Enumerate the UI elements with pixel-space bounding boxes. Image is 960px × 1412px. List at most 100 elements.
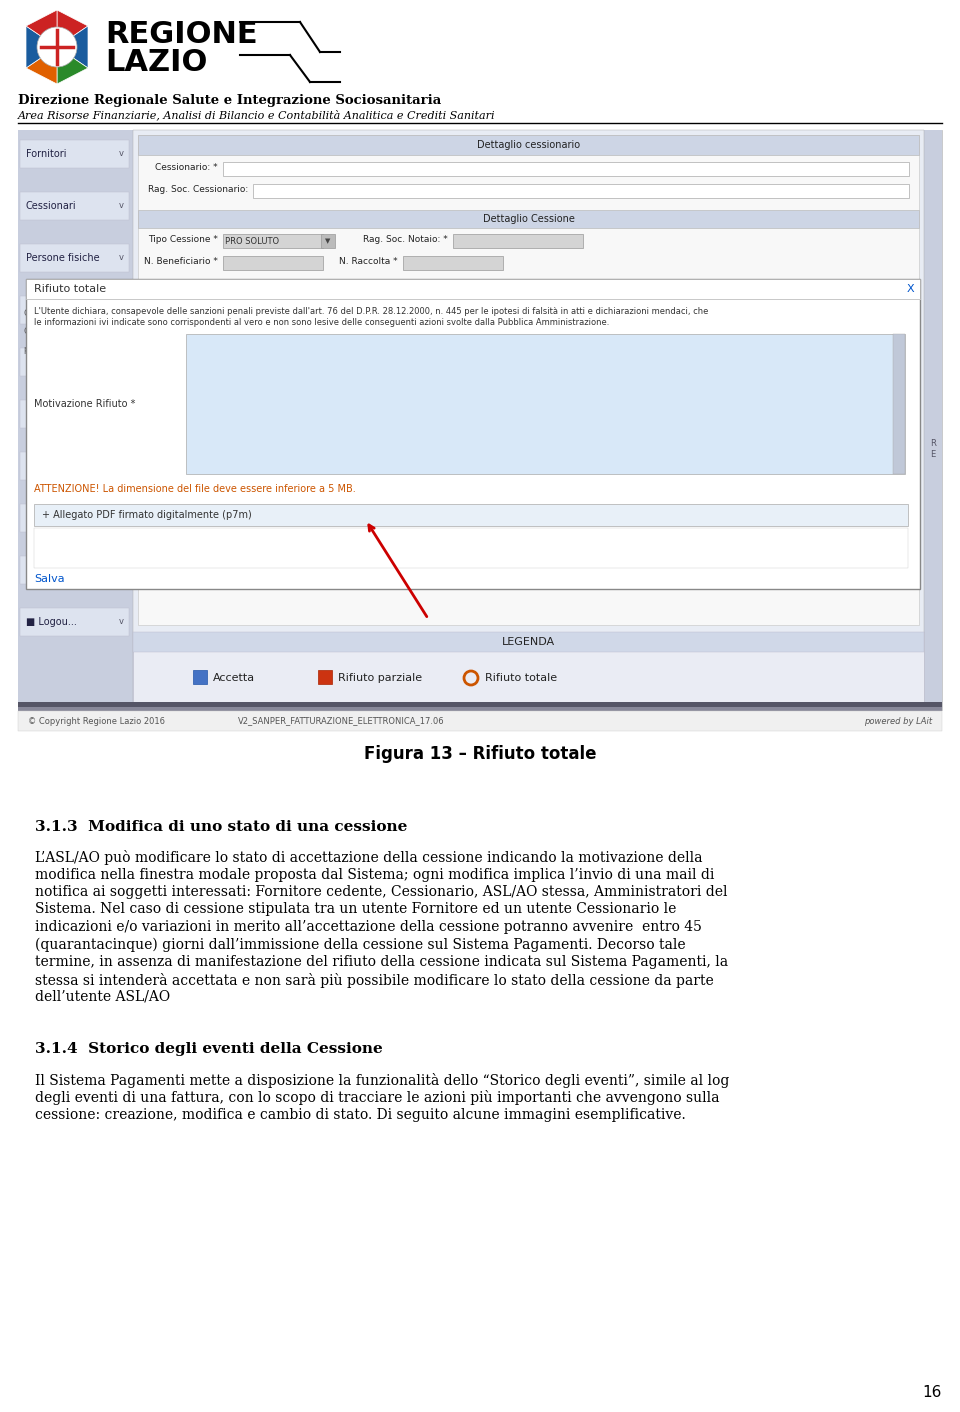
Bar	[133, 130, 924, 710]
Text: v: v	[118, 565, 124, 575]
Bar	[138, 136, 919, 155]
Text: modifica nella finestra modale proposta dal Sistema; ogni modifica implica l’inv: modifica nella finestra modale proposta …	[35, 867, 714, 881]
Text: stessa si intenderà accettata e non sarà più possibile modificare lo stato della: stessa si intenderà accettata e non sarà…	[35, 973, 713, 987]
Text: Sistema. Nel caso di cessione stipulata tra un utente Fornitore ed un utente Ces: Sistema. Nel caso di cessione stipulata …	[35, 902, 677, 916]
Bar	[18, 130, 133, 710]
Bar	[20, 504, 129, 532]
Bar	[26, 280, 920, 299]
Text: ATTENZIONE! La dimensione del file deve essere inferiore a 5 MB.: ATTENZIONE! La dimensione del file deve …	[34, 484, 356, 494]
Polygon shape	[57, 47, 88, 83]
Bar	[18, 130, 942, 710]
Text: Paga...: Paga...	[26, 513, 59, 522]
Text: Fatture/Note di credito: Fatture/Note di credito	[26, 357, 135, 367]
Text: ■ Logou...: ■ Logou...	[26, 617, 77, 627]
Text: v: v	[118, 150, 124, 158]
Text: Direzione Regionale Salute e Integrazione Sociosanitaria: Direzione Regionale Salute e Integrazion…	[18, 95, 442, 107]
Bar	[20, 244, 129, 273]
Polygon shape	[57, 10, 88, 47]
Text: Utenti: Utenti	[26, 305, 56, 315]
Text: v: v	[118, 202, 124, 210]
Bar	[223, 256, 323, 270]
Text: le informazioni ivi indicate sono corrispondenti al vero e non sono lesive delle: le informazioni ivi indicate sono corris…	[34, 318, 610, 328]
Text: V2_SANPER_FATTURAZIONE_ELETTRONICA_17.06: V2_SANPER_FATTURAZIONE_ELETTRONICA_17.06	[238, 716, 444, 726]
Text: Area Risorse Finanziarie, Analisi di Bilancio e Contabilità Analitica e Crediti : Area Risorse Finanziarie, Analisi di Bil…	[18, 109, 495, 120]
Text: REGIONE: REGIONE	[105, 20, 257, 49]
Text: + Allegato PDF firmato digitalmente (p7m): + Allegato PDF firmato digitalmente (p7m…	[42, 510, 252, 520]
Text: R
E: R E	[930, 439, 936, 459]
Bar	[893, 335, 905, 474]
Text: LEGENDA: LEGENDA	[502, 637, 555, 647]
Text: pr...: pr...	[23, 346, 39, 354]
Bar	[133, 633, 924, 652]
Bar	[924, 130, 942, 710]
Text: Cess...: Cess...	[26, 409, 58, 419]
Text: 16: 16	[923, 1385, 942, 1401]
Text: v: v	[118, 305, 124, 315]
Text: Cessionari: Cessionari	[26, 201, 77, 210]
Circle shape	[37, 27, 77, 66]
Bar	[321, 234, 335, 249]
Text: indicazioni e/o variazioni in merito all’accettazione della cessione potranno av: indicazioni e/o variazioni in merito all…	[35, 921, 702, 933]
Text: Rag. Soc. Notaio: *: Rag. Soc. Notaio: *	[363, 236, 448, 244]
Bar	[193, 671, 207, 683]
Bar	[20, 452, 129, 480]
Bar	[453, 234, 583, 249]
Text: Salva: Salva	[34, 575, 64, 585]
Polygon shape	[26, 25, 57, 68]
Text: Rifiuto parziale: Rifiuto parziale	[338, 674, 422, 683]
Text: v: v	[118, 254, 124, 263]
Text: N. Beneficiario *: N. Beneficiario *	[144, 257, 218, 267]
Text: L'Utente dichiara, consapevole delle sanzioni penali previste dall'art. 76 del D: L'Utente dichiara, consapevole delle san…	[34, 306, 708, 316]
Bar	[20, 400, 129, 428]
Bar	[26, 280, 920, 589]
Bar	[20, 556, 129, 585]
Bar	[20, 297, 129, 323]
Text: Persone fisiche: Persone fisiche	[26, 253, 100, 263]
Bar	[20, 347, 129, 376]
Bar	[133, 633, 924, 705]
Text: Dettaglio Cessione: Dettaglio Cessione	[483, 215, 574, 225]
Text: v: v	[118, 409, 124, 418]
Bar	[138, 210, 919, 227]
Text: powered by LAit: powered by LAit	[864, 716, 932, 726]
Text: Ce...: Ce...	[23, 328, 42, 336]
Text: Accetta: Accetta	[213, 674, 255, 683]
Text: v: v	[118, 514, 124, 522]
Bar	[18, 702, 942, 707]
Text: Amm...: Amm...	[26, 565, 60, 575]
Text: Fornitori: Fornitori	[26, 150, 66, 160]
Text: v: v	[118, 357, 124, 367]
Text: Dettaglio cessionario: Dettaglio cessionario	[477, 140, 580, 150]
Bar	[18, 707, 942, 712]
Text: v: v	[118, 617, 124, 627]
Text: v: v	[118, 462, 124, 470]
Text: (quarantacinque) giorni dall’immissione della cessione sul Sistema Pagamenti. De: (quarantacinque) giorni dall’immissione …	[35, 938, 685, 952]
Text: © Copyright Regione Lazio 2016: © Copyright Regione Lazio 2016	[28, 716, 165, 726]
Text: Rifiuto totale: Rifiuto totale	[34, 284, 107, 294]
Text: termine, in assenza di manifestazione del rifiuto della cessione indicata sul Si: termine, in assenza di manifestazione de…	[35, 955, 728, 969]
Text: Cessionario: *: Cessionario: *	[156, 164, 218, 172]
Bar	[223, 234, 323, 249]
Text: N. Raccolta *: N. Raccolta *	[340, 257, 398, 267]
Bar	[186, 335, 905, 474]
Text: degli eventi di una fattura, con lo scopo di tracciare le azioni più importanti : degli eventi di una fattura, con lo scop…	[35, 1090, 719, 1106]
Text: Figura 13 – Rifiuto totale: Figura 13 – Rifiuto totale	[364, 746, 596, 762]
Bar	[34, 528, 908, 568]
Text: Il Sistema Pagamenti mette a disposizione la funzionalità dello “Storico degli e: Il Sistema Pagamenti mette a disposizion…	[35, 1073, 730, 1087]
Text: Motivazione Rifiuto *: Motivazione Rifiuto *	[34, 400, 135, 409]
Bar	[253, 184, 909, 198]
Bar	[318, 671, 332, 683]
Polygon shape	[26, 10, 57, 47]
Text: Ce...: Ce...	[23, 309, 42, 319]
Polygon shape	[57, 25, 88, 68]
Text: X: X	[906, 284, 914, 294]
Text: PRO SOLUTO: PRO SOLUTO	[225, 236, 279, 246]
Text: cessione: creazione, modifica e cambio di stato. Di seguito alcune immagini esem: cessione: creazione, modifica e cambio d…	[35, 1107, 685, 1121]
Text: Ordi...: Ordi...	[26, 460, 56, 472]
Bar	[403, 256, 503, 270]
Bar	[34, 504, 908, 527]
Bar	[20, 140, 129, 168]
Bar	[20, 192, 129, 220]
Polygon shape	[26, 47, 57, 83]
Text: dell’utente ASL/AO: dell’utente ASL/AO	[35, 990, 170, 1004]
